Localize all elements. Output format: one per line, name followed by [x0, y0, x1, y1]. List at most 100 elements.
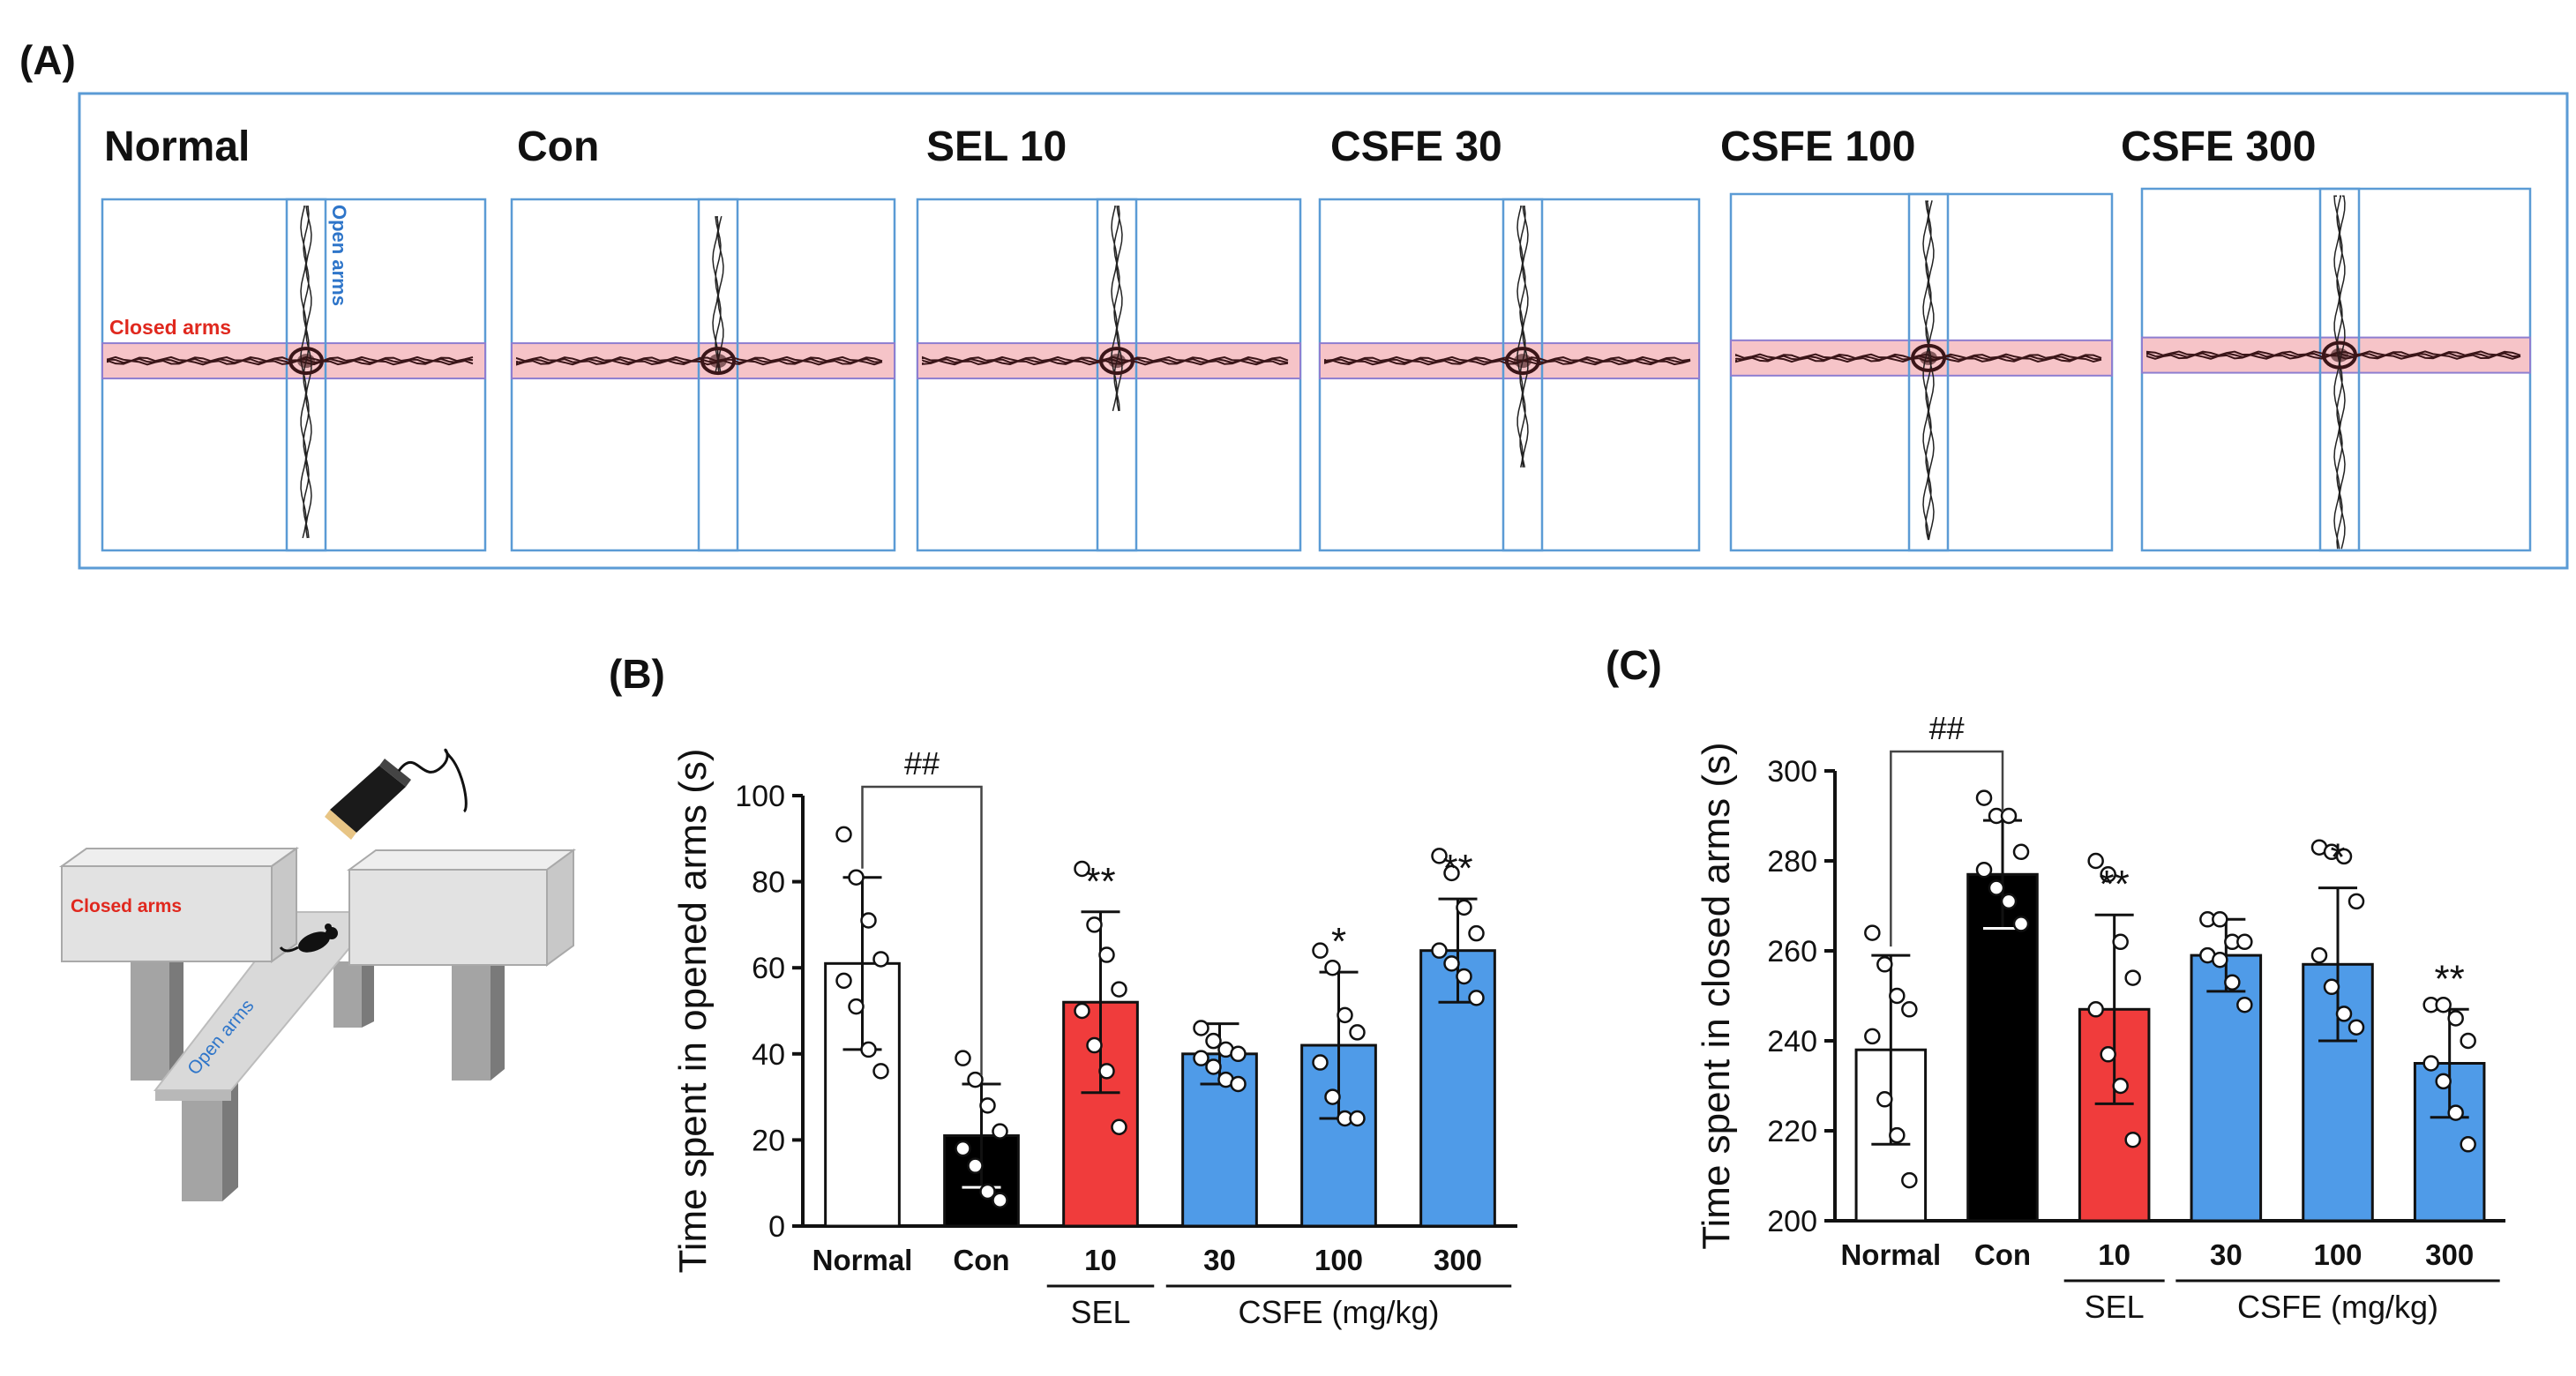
y-tick-label: 60 [752, 952, 785, 985]
data-point [1431, 942, 1448, 959]
data-point [2348, 893, 2365, 910]
category-label: Con [1974, 1238, 2031, 1271]
data-point [1098, 946, 1115, 963]
tracking-plot: Normal Closed arms Open arms [101, 123, 487, 552]
category-label: 300 [2425, 1238, 2474, 1271]
track-title: CSFE 30 [1330, 123, 1502, 170]
center-cluster-core [709, 354, 727, 369]
data-point [955, 1050, 971, 1066]
center-cluster [1505, 347, 1540, 376]
data-point [1975, 789, 1993, 806]
data-point [1111, 981, 1127, 998]
panel-c-label: (C) [1606, 642, 1662, 688]
category-label: 30 [2210, 1238, 2243, 1271]
data-point [2335, 1006, 2353, 1022]
data-point [1086, 1036, 1103, 1054]
open-arms-frame [285, 198, 327, 552]
data-point [1324, 959, 1341, 976]
data-point [1864, 1028, 1881, 1045]
y-tick-label: 260 [1767, 935, 1817, 968]
group-label: SEL [2085, 1289, 2145, 1325]
data-point [1074, 1002, 1090, 1020]
center-cluster [288, 347, 324, 376]
significance-bracket [861, 785, 983, 1075]
apparatus-closed-arms-label: Closed arms [71, 896, 182, 916]
track-title: Normal [104, 123, 250, 170]
data-point [872, 1063, 889, 1080]
data-point [1230, 1045, 1247, 1063]
data-point [1901, 1001, 1918, 1018]
data-point [2422, 1055, 2439, 1072]
center-cluster-core [2331, 348, 2348, 363]
data-point [2087, 852, 2104, 870]
center-cluster-core [1108, 354, 1126, 369]
data-point [860, 1041, 877, 1058]
center-cluster [2322, 340, 2357, 370]
data-point [1230, 1075, 1247, 1093]
data-point [2335, 848, 2353, 865]
mouse-icon [279, 924, 338, 953]
data-point [2087, 1001, 2104, 1018]
open-arms-label: Open arms [328, 205, 350, 306]
data-point [1975, 861, 1993, 879]
data-point [1074, 860, 1090, 878]
data-point [2112, 933, 2129, 951]
data-point [1889, 987, 1906, 1005]
data-point [1312, 942, 1329, 959]
bar [1966, 872, 2039, 1223]
y-axis-label: Time spent in closed arms (s) [1695, 742, 1738, 1249]
bracket-label: ## [904, 745, 940, 781]
data-point [860, 912, 877, 929]
apparatus-schematic: Open arms Closed arms [58, 748, 577, 1201]
significance-marker: ** [2435, 957, 2465, 1000]
data-point [2310, 946, 2328, 964]
closed-arm-track [1735, 353, 2102, 363]
data-point [1901, 1171, 1918, 1189]
data-point [2460, 1136, 2476, 1153]
data-point [955, 1140, 971, 1157]
data-point [1205, 1058, 1222, 1075]
data-point [1443, 864, 1460, 882]
data-point [835, 972, 852, 990]
open-arm-plank-edge [155, 1090, 231, 1101]
data-point [1312, 1054, 1329, 1071]
y-tick-label: 40 [752, 1038, 785, 1072]
apparatus-leg [131, 953, 183, 1081]
closed-arm-box-left [58, 847, 300, 963]
data-point [2124, 969, 2141, 986]
closed-arm-box-right [346, 849, 577, 967]
track-title: CSFE 100 [1720, 123, 1915, 170]
data-point [2447, 1010, 2464, 1027]
data-point [967, 1071, 984, 1088]
group-label: CSFE (mg/kg) [2237, 1289, 2438, 1325]
open-arm-track [1922, 200, 1935, 541]
group-label: SEL [1070, 1294, 1130, 1330]
y-tick-label: 20 [752, 1124, 785, 1157]
y-tick-label: 100 [735, 780, 785, 813]
data-point [979, 1183, 996, 1200]
panel-a-frame [78, 92, 2569, 570]
data-point [1876, 1091, 1893, 1108]
tracking-plot: CSFE 30 [1318, 123, 1701, 552]
data-point [992, 1123, 1008, 1140]
track-title: CSFE 300 [2121, 123, 2316, 170]
data-point [2435, 996, 2452, 1013]
data-point [2012, 916, 2030, 932]
data-point [872, 951, 889, 968]
category-label: 30 [1203, 1244, 1236, 1276]
data-point [2100, 1046, 2116, 1063]
y-tick-label: 300 [1767, 755, 1817, 789]
data-point [2100, 866, 2116, 883]
y-tick-label: 200 [1767, 1205, 1817, 1238]
data-point [1864, 924, 1881, 941]
track-title: SEL 10 [926, 123, 1067, 170]
data-point [1324, 1088, 1341, 1105]
closed-arms-label: Closed arms [109, 316, 231, 339]
apparatus-leg [182, 1078, 238, 1201]
y-tick-label: 240 [1767, 1025, 1817, 1058]
data-point [2236, 933, 2253, 951]
data-point [2224, 974, 2241, 991]
center-cluster-core [297, 354, 315, 369]
significance-marker: ** [1442, 847, 1472, 890]
significance-bracket [1890, 750, 2004, 947]
